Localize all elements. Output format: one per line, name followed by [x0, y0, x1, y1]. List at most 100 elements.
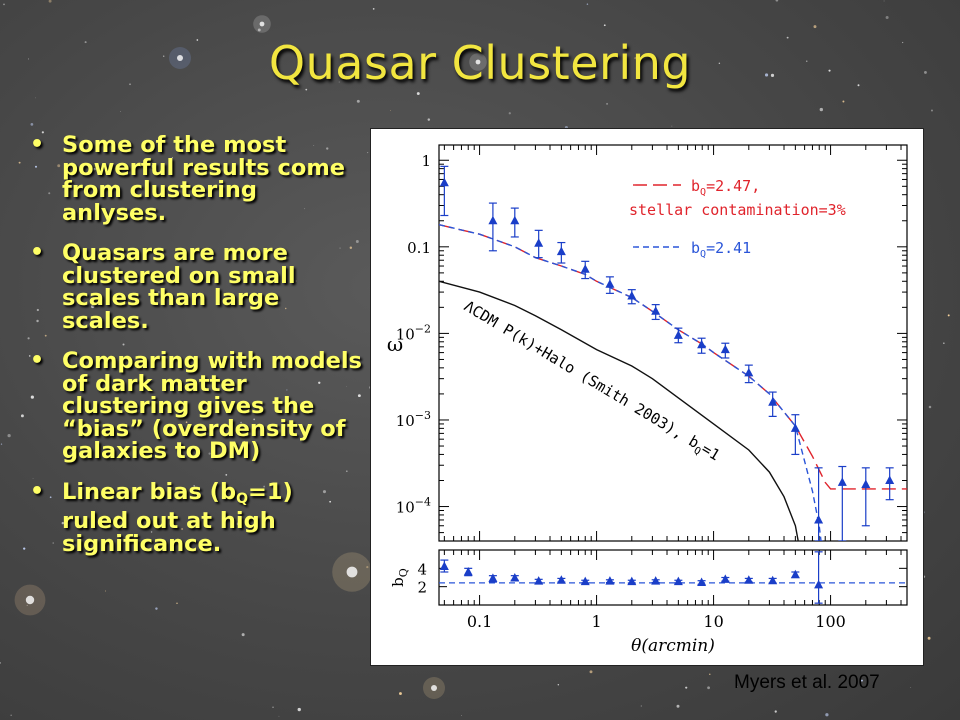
y-tick-label: 2	[417, 579, 427, 597]
star-dot	[123, 493, 128, 497]
star-dot	[120, 111, 121, 112]
star-dot	[0, 662, 1, 664]
star-dot	[242, 356, 245, 359]
star-dot	[171, 157, 173, 159]
legend-text: b	[691, 177, 700, 195]
bullet-dot-icon: •	[30, 478, 45, 504]
star-dot	[305, 88, 308, 91]
star-dot	[36, 319, 39, 323]
star-dot	[200, 406, 201, 407]
top-panel-frame	[438, 144, 908, 542]
star-dot	[285, 307, 287, 310]
star-dot	[676, 704, 680, 708]
star-dot	[589, 670, 593, 674]
star-dot	[339, 247, 341, 249]
y-axis-label-bias: bQ	[389, 568, 410, 587]
star-dot	[3, 3, 5, 6]
star-dot	[48, 192, 51, 195]
star-dot	[338, 81, 340, 83]
star-dot	[885, 16, 889, 20]
star-dot	[737, 686, 739, 688]
star-dot	[297, 707, 301, 712]
star-dot	[32, 478, 34, 479]
star-dot	[367, 152, 369, 154]
annotation-text: ΛCDM P(k)+Halo (Smith 2003), b	[461, 297, 703, 452]
star-dot	[557, 684, 560, 686]
star-dot	[813, 25, 817, 29]
star-dot	[7, 434, 11, 438]
star-dot	[86, 455, 89, 458]
star-dot	[860, 679, 863, 682]
y-tick-mantissa: 10	[396, 325, 415, 343]
legend-text: =2.47,	[706, 177, 760, 195]
star-dot	[346, 386, 347, 387]
data-point-marker	[605, 279, 615, 288]
bullet-text: Comparing with models of dark matter clu…	[62, 348, 362, 464]
star-dot	[20, 414, 24, 418]
star-dot	[295, 280, 297, 282]
star-dot	[241, 633, 245, 637]
bias-label-b: b	[389, 577, 407, 587]
star-dot	[177, 381, 179, 382]
data-point-marker	[651, 306, 661, 315]
star-dot	[372, 7, 375, 10]
star-dot	[828, 69, 831, 72]
star-dot	[366, 565, 369, 569]
star-dot	[225, 473, 228, 476]
star-dot	[355, 240, 359, 243]
star-dot	[707, 686, 710, 690]
bullet-item: • Quasars are more clustered on small sca…	[28, 241, 366, 332]
star-dot	[163, 55, 165, 57]
data-point-marker	[510, 215, 520, 225]
dm-model-annotation: ΛCDM P(k)+Halo (Smith 2003), bQ=1	[459, 297, 723, 467]
bias-point-marker	[439, 561, 449, 570]
star-dot	[326, 147, 329, 150]
model-curve-solid	[439, 280, 799, 541]
y-tick-exponent: −4	[415, 496, 431, 509]
bias-label-sub: Q	[397, 568, 410, 577]
star-dot	[27, 337, 30, 340]
star-dot	[212, 195, 214, 197]
star-dot	[902, 41, 904, 44]
y-tick-mantissa: 1	[421, 152, 431, 170]
bias-point-marker	[534, 576, 544, 585]
x-axis-label: θ(arcmin)	[631, 636, 715, 656]
star-dot	[318, 381, 321, 384]
star-dot	[243, 441, 246, 444]
legend-subscript: Q	[700, 249, 706, 260]
star-dot	[342, 56, 345, 58]
star-dot	[399, 692, 402, 696]
star-dot	[349, 246, 353, 249]
star-dot	[357, 394, 361, 398]
star-dot	[322, 490, 327, 494]
correlation-chart: 0.1 1 10 100θ(arcmin)10.110−210−310−4ω24bQb…	[387, 144, 908, 656]
star-dot	[416, 92, 420, 96]
data-point-marker	[837, 477, 847, 486]
legend-text: b	[691, 239, 700, 257]
star-dot	[329, 500, 332, 503]
bias-point-marker	[697, 577, 707, 587]
legend-subscript: Q	[700, 187, 706, 198]
bias-point-marker	[720, 574, 730, 583]
star-dot	[193, 485, 195, 487]
star-dot	[30, 395, 34, 399]
star-dot	[158, 291, 160, 293]
galaxy-core	[177, 55, 183, 61]
bullet-list: • Some of the most powerful results come …	[28, 133, 366, 573]
galaxy-core	[475, 59, 481, 65]
y-tick-label: 1	[421, 152, 431, 170]
star-dot	[44, 334, 47, 337]
legend-label: bQ=2.41	[691, 239, 751, 260]
star-dot	[286, 389, 288, 391]
star-dot	[586, 3, 589, 5]
star-dot	[709, 673, 711, 675]
star-dot	[36, 308, 39, 312]
star-dot	[91, 304, 95, 309]
star-dot	[302, 431, 305, 434]
star-dot	[18, 161, 21, 164]
star-dot	[770, 73, 775, 77]
star-dot	[93, 167, 96, 171]
star-dot	[208, 452, 211, 455]
data-point-marker	[439, 177, 449, 187]
bias-point-marker	[556, 575, 566, 584]
